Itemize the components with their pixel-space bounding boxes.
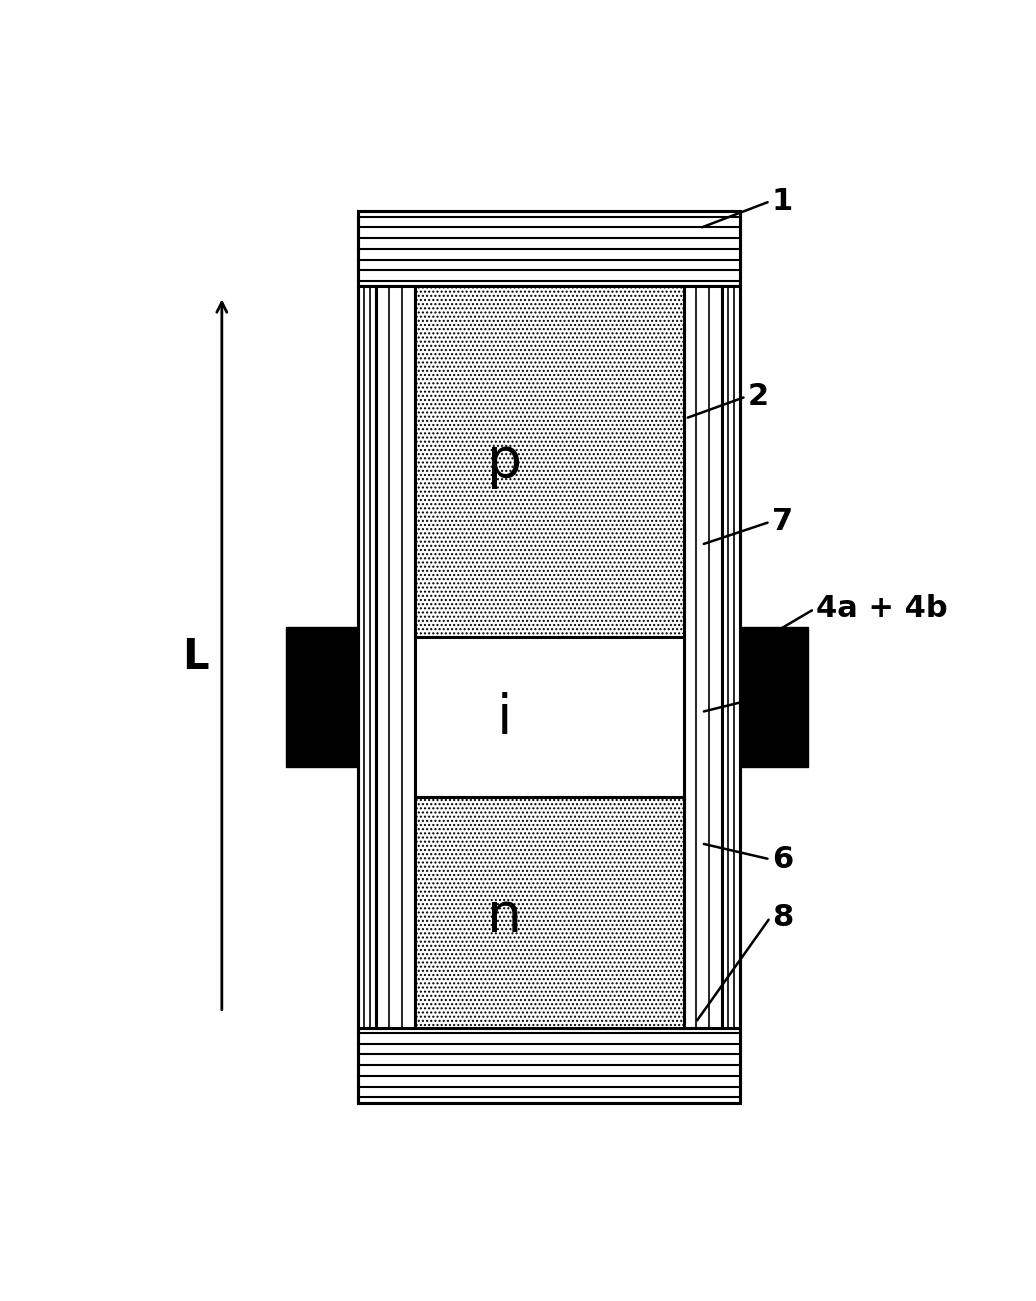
Text: p: p [487,435,522,489]
Text: n: n [487,890,522,945]
Text: 5: 5 [772,680,794,709]
Bar [414,637,684,798]
Text: 2: 2 [748,382,769,411]
Bar [286,627,358,768]
Bar [414,286,684,637]
Text: 7: 7 [772,507,793,536]
Bar [740,627,808,768]
Text: i: i [496,692,512,745]
Bar [358,211,740,286]
Bar [358,211,740,1103]
Text: 1: 1 [772,187,794,216]
Text: L: L [182,636,208,678]
Bar [358,286,376,1028]
Text: 4a + 4b: 4a + 4b [816,595,948,623]
Bar [414,798,684,1028]
Bar [684,286,722,1028]
Bar [722,286,740,1028]
Text: 8: 8 [772,903,794,932]
Bar [376,286,414,1028]
Text: 6: 6 [772,844,794,874]
Bar [358,1028,740,1103]
